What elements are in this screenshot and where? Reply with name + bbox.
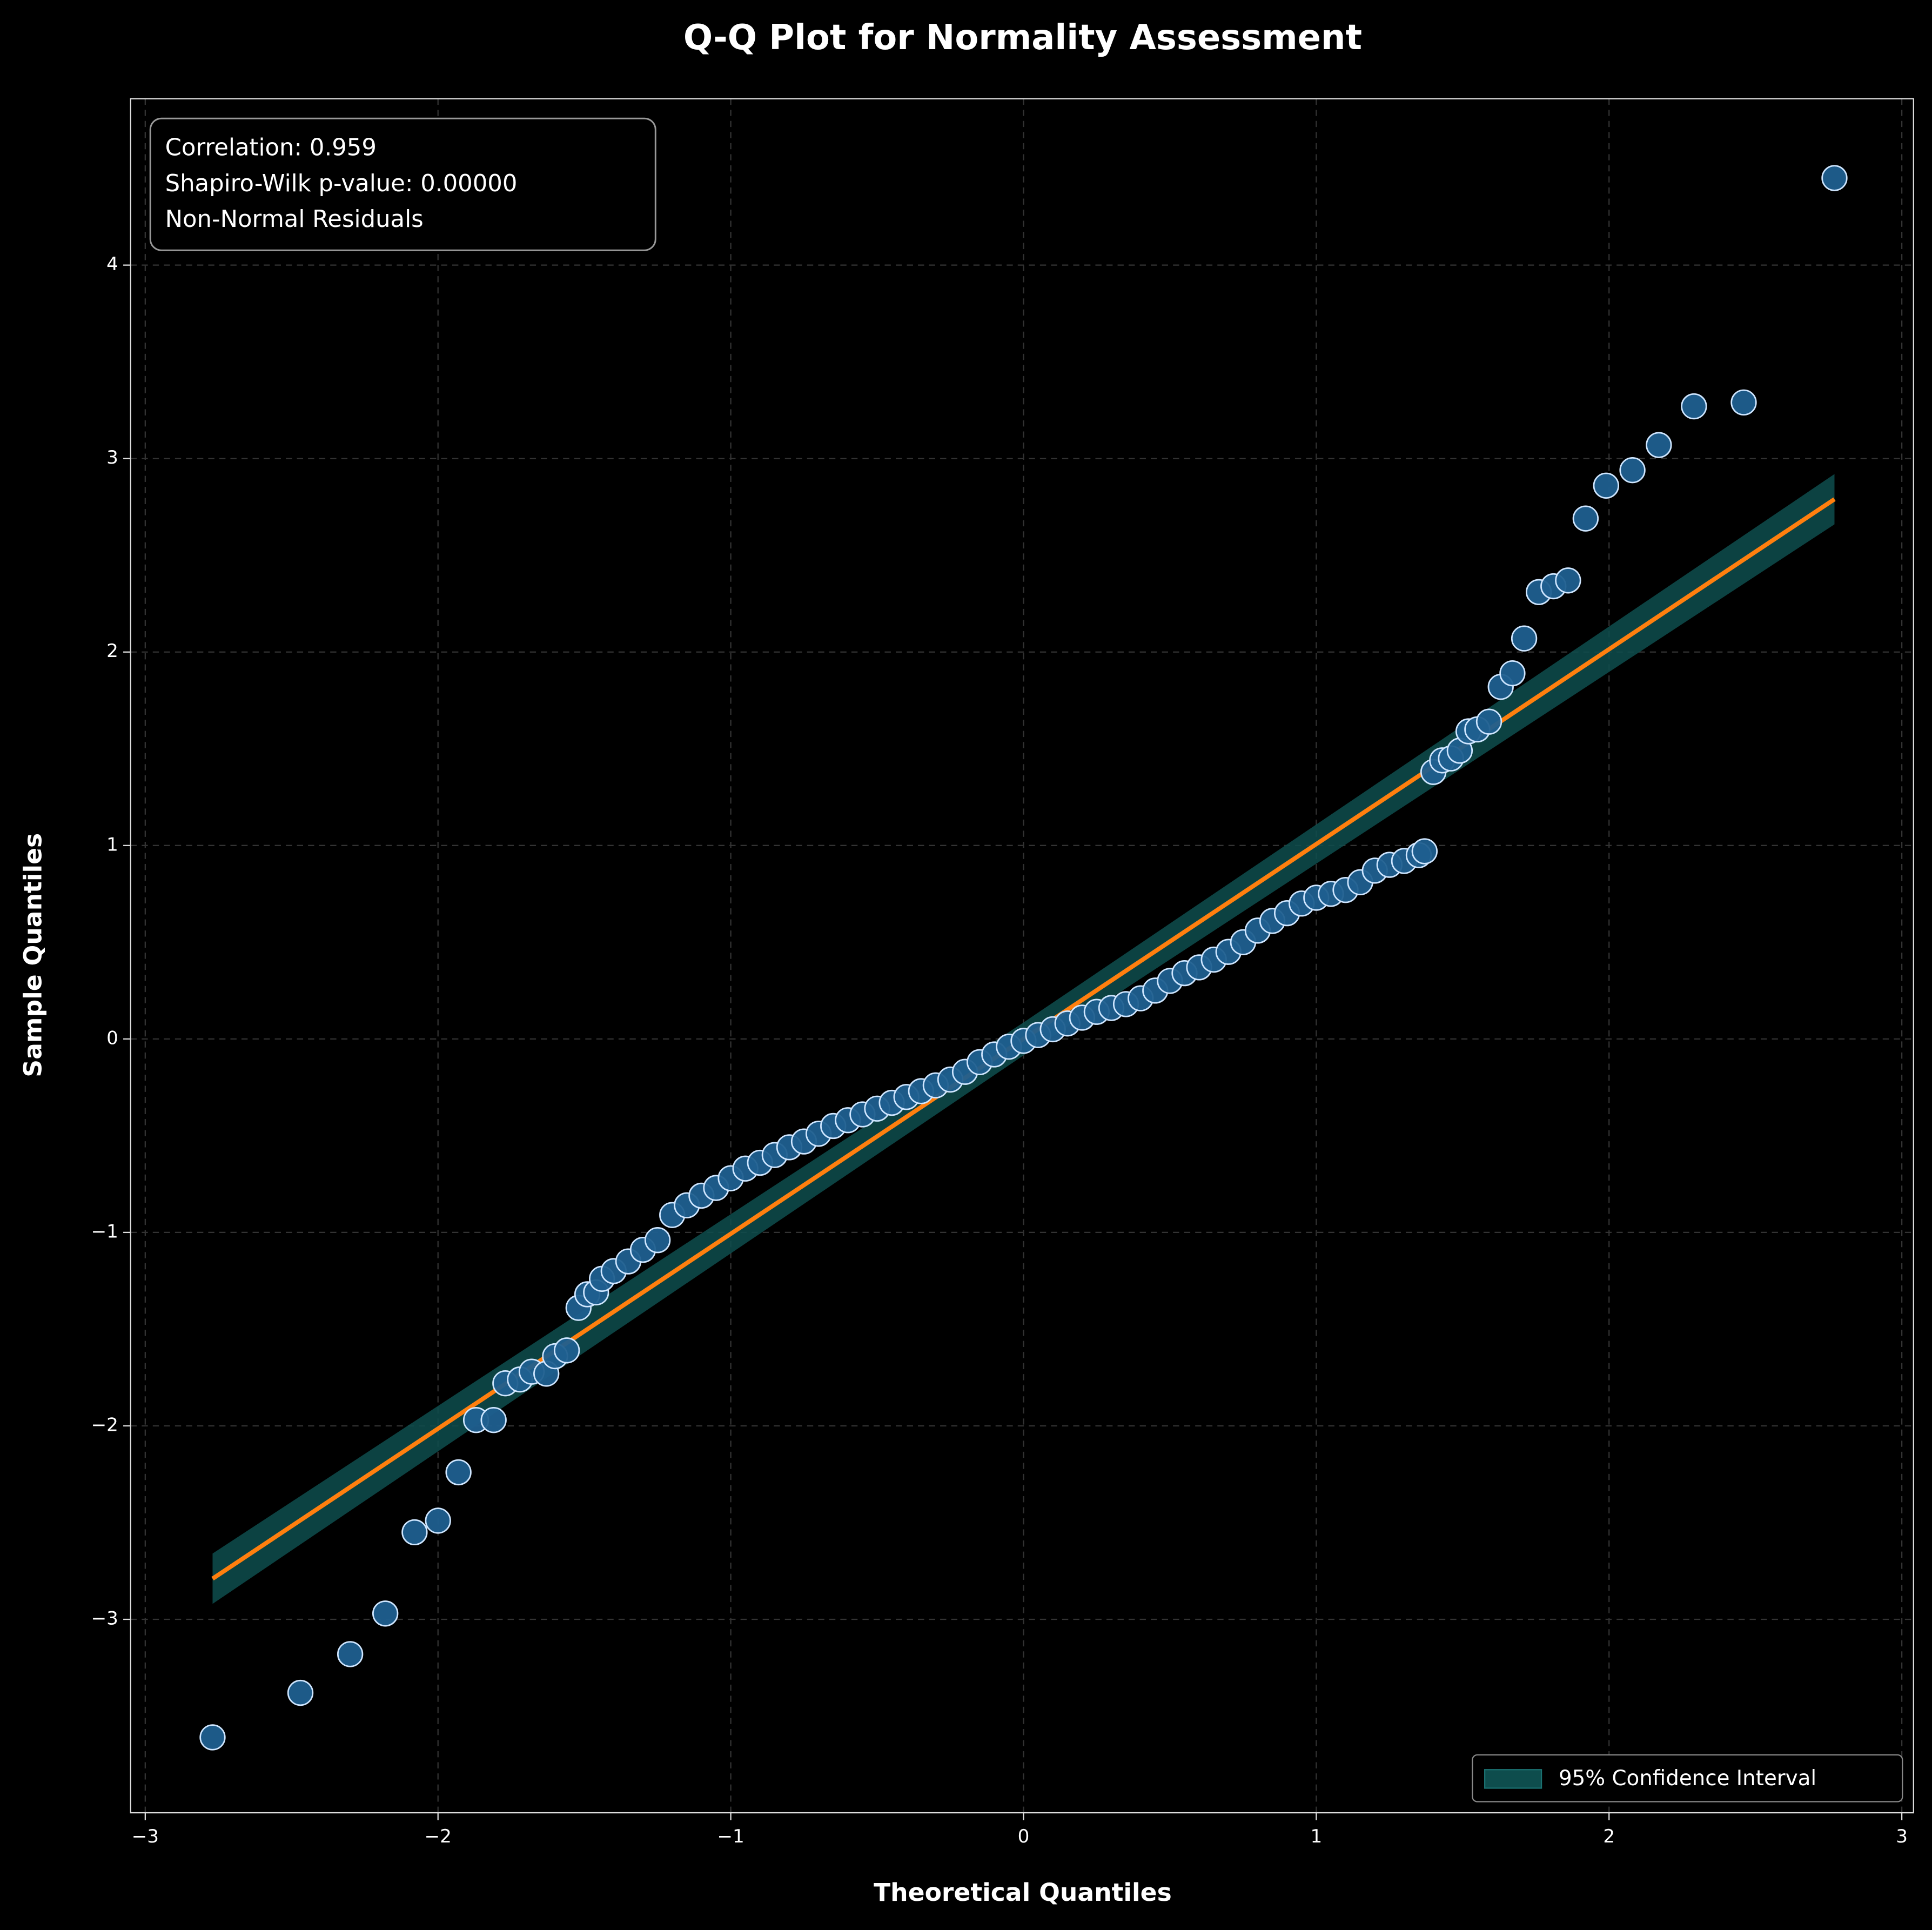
annotation-box xyxy=(149,117,656,251)
x-tick-label: −3 xyxy=(132,1826,159,1847)
y-tick-label: 3 xyxy=(106,447,118,468)
data-point xyxy=(1572,505,1599,532)
legend-label: 95% Confidence Interval xyxy=(1559,1766,1816,1791)
x-tick-label: −2 xyxy=(425,1826,452,1847)
x-tick-label: 1 xyxy=(1310,1826,1322,1847)
data-point xyxy=(401,1519,428,1546)
y-tick-label: 4 xyxy=(106,253,118,275)
data-point xyxy=(337,1641,364,1667)
chart-title: Q-Q Plot for Normality Assessment xyxy=(683,18,1362,58)
y-axis-label: Sample Quantiles xyxy=(18,833,47,1077)
data-point xyxy=(644,1227,671,1254)
data-point xyxy=(1555,567,1581,594)
data-point xyxy=(199,1724,226,1751)
data-point xyxy=(1411,838,1438,865)
annotation-text: Shapiro-Wilk p-value: 0.00000 xyxy=(165,170,518,197)
y-tick-label: 0 xyxy=(106,1027,118,1049)
data-point xyxy=(553,1337,580,1364)
legend-swatch xyxy=(1484,1769,1542,1789)
x-tick-label: 3 xyxy=(1896,1826,1908,1847)
data-point xyxy=(287,1679,314,1706)
y-tick-label: −2 xyxy=(91,1414,118,1436)
data-point xyxy=(1730,389,1757,416)
data-point xyxy=(372,1600,399,1627)
data-point xyxy=(1499,660,1526,687)
x-tick-label: −1 xyxy=(717,1826,744,1847)
data-point xyxy=(1475,708,1502,735)
data-point xyxy=(1646,432,1672,458)
y-tick-label: 2 xyxy=(106,640,118,662)
y-tick-label: −3 xyxy=(91,1608,118,1630)
annotation-text: Non-Normal Residuals xyxy=(165,206,424,233)
data-point xyxy=(1619,457,1646,484)
data-point xyxy=(480,1407,507,1433)
data-point xyxy=(445,1459,472,1486)
data-point xyxy=(425,1507,451,1534)
x-tick-label: 0 xyxy=(1018,1826,1030,1847)
y-tick-label: −1 xyxy=(91,1221,118,1242)
annotation-text: Correlation: 0.959 xyxy=(165,135,377,162)
data-point xyxy=(1821,165,1848,191)
data-point xyxy=(1511,625,1538,652)
x-axis-label: Theoretical Quantiles xyxy=(874,1878,1172,1907)
legend-box xyxy=(1472,1754,1903,1802)
data-point xyxy=(1593,472,1619,499)
data-point xyxy=(1681,393,1707,420)
x-tick-label: 2 xyxy=(1603,1826,1615,1847)
y-tick-label: 1 xyxy=(106,834,118,855)
plot-frame xyxy=(130,98,1914,1814)
